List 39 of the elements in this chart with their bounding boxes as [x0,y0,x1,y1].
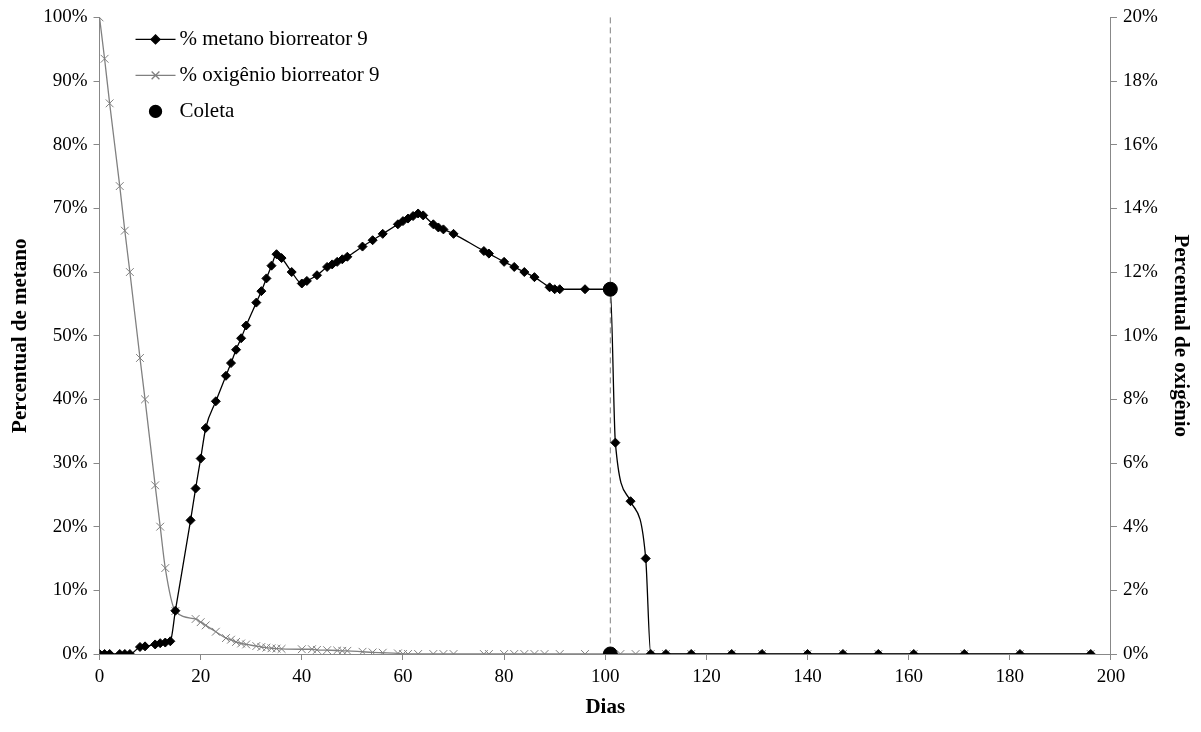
x-tick-label: 160 [894,665,923,687]
y2-tick-label: 4% [1122,514,1149,536]
y2-tick-label: 20% [1122,5,1158,27]
y2-tick-label: 16% [1122,132,1158,154]
x-tick-label: 140 [793,665,822,687]
y2-tick-label: 10% [1122,323,1158,345]
y2-tick-label: 12% [1122,260,1158,282]
y2-tick-label: 8% [1122,387,1149,409]
y-tick-label: 20% [52,514,88,536]
y-tick-label: 80% [52,132,88,154]
y-tick-label: 0% [62,641,88,663]
x-tick-label: 80 [494,665,514,687]
y-tick-label: 70% [52,196,88,218]
y-axis-title: Percentual de metano [7,238,32,433]
y-tick-label: 50% [52,323,88,345]
y2-tick-label: 6% [1122,451,1149,472]
x-tick-label: 0 [94,665,105,687]
y-tick-label: 10% [52,578,88,600]
y-tick-label: 90% [52,69,88,91]
y2-tick-label: 14% [1122,196,1158,218]
x-tick-label: 180 [995,665,1025,687]
y-tick-label: 30% [52,451,88,472]
legend-label: % metano biorreator 9 [179,25,368,50]
y2-tick-label: 2% [1122,578,1149,600]
x-tick-label: 200 [1096,665,1126,687]
y2-tick-label: 0% [1122,641,1149,663]
x-tick-label: 40 [292,665,312,687]
y-tick-label: 100% [43,5,88,27]
x-tick-label: 100 [591,665,620,687]
x-tick-label: 60 [393,665,413,687]
legend-label: % oxigênio biorreator 9 [179,61,380,86]
x-tick-label: 120 [692,665,721,687]
y2-tick-label: 18% [1122,69,1158,91]
x-axis-title: Dias [585,693,626,718]
y-tick-label: 40% [52,387,88,409]
legend-label: Coleta [179,97,236,122]
y2-axis-title: Percentual de oxigênio [1169,234,1194,437]
x-tick-label: 20 [191,665,211,687]
y-tick-label: 60% [52,260,88,282]
